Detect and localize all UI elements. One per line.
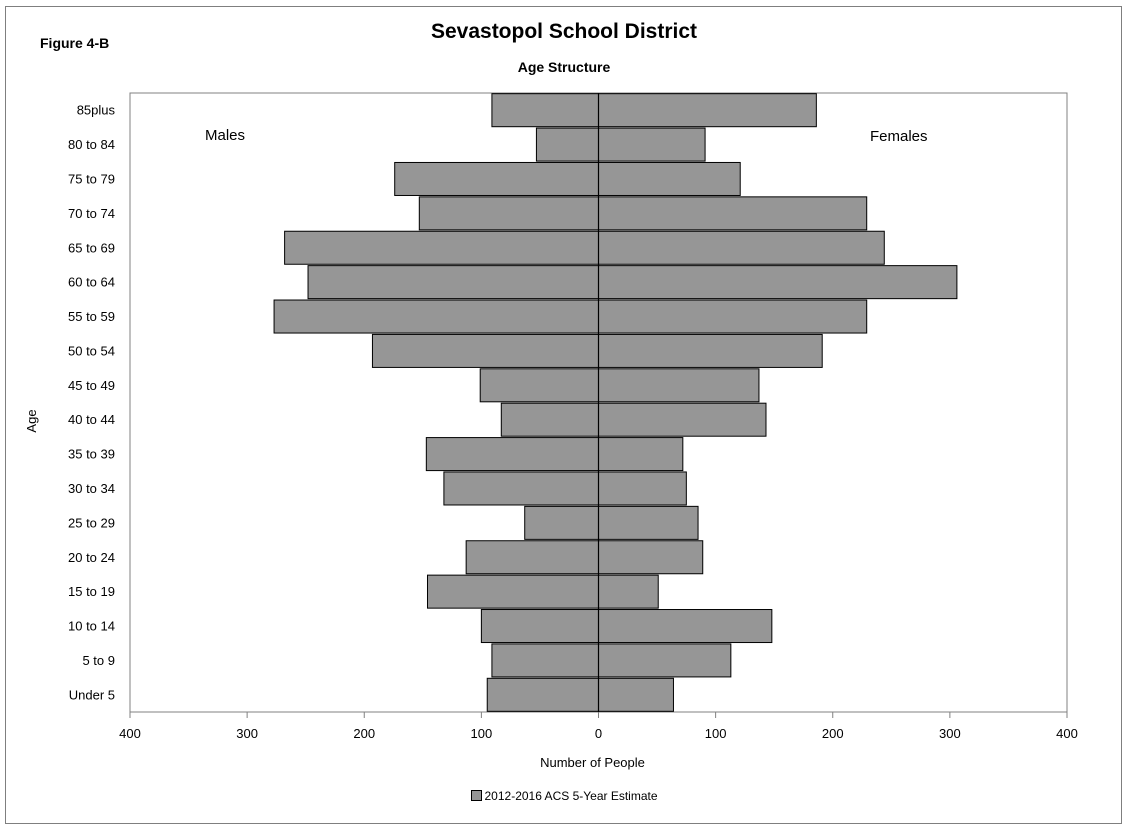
bar-females	[598, 471, 687, 506]
x-tick-label: 200	[822, 726, 844, 741]
y-tick-label: 25 to 29	[68, 515, 115, 530]
x-tick-label: 100	[705, 726, 727, 741]
bar-females	[598, 230, 885, 265]
y-tick-label: 50 to 54	[68, 343, 115, 358]
legend-label: 2012-2016 ACS 5-Year Estimate	[484, 789, 658, 803]
y-tick-label: 80 to 84	[68, 137, 115, 152]
chart-subtitle: Age Structure	[517, 59, 611, 75]
bar-females	[598, 265, 958, 300]
chart-frame	[5, 6, 1122, 824]
bar-females	[598, 333, 823, 368]
bar-males	[535, 127, 600, 162]
y-tick-label: 5 to 9	[82, 653, 115, 668]
bar-males	[491, 93, 600, 128]
bar-males	[491, 643, 600, 678]
bar-females	[598, 609, 773, 644]
bar-females	[598, 402, 767, 437]
y-tick-label: 15 to 19	[68, 584, 115, 599]
y-tick-label: 45 to 49	[68, 378, 115, 393]
y-tick-label: 60 to 64	[68, 275, 115, 290]
bar-females	[598, 505, 699, 540]
y-tick-label: 20 to 24	[68, 550, 115, 565]
bar-females	[598, 677, 674, 712]
bar-males	[371, 333, 600, 368]
bar-males	[394, 161, 600, 196]
bar-males	[284, 230, 599, 265]
y-tick-label: 30 to 34	[68, 481, 115, 496]
bar-females	[598, 93, 817, 128]
x-tick-label: 100	[471, 726, 493, 741]
y-tick-label: 70 to 74	[68, 206, 115, 221]
legend: 2012-2016 ACS 5-Year Estimate	[0, 789, 1128, 803]
bar-females	[598, 196, 868, 231]
bar-males	[480, 609, 599, 644]
bar-males	[465, 540, 599, 575]
y-tick-label: 40 to 44	[68, 412, 115, 427]
bar-males	[425, 437, 600, 472]
chart-title: Sevastopol School District	[430, 20, 698, 43]
x-tick-label: 400	[1056, 726, 1078, 741]
y-tick-label: 85plus	[77, 103, 116, 118]
bar-males	[307, 265, 599, 300]
bar-males	[443, 471, 599, 506]
x-tick-label: 200	[353, 726, 375, 741]
bar-males	[524, 505, 599, 540]
y-axis-label: Age	[24, 409, 39, 432]
bar-males	[500, 402, 600, 437]
bar-males	[479, 368, 599, 403]
bar-females	[598, 437, 684, 472]
bar-females	[598, 368, 760, 403]
figure-label: Figure 4-B	[40, 35, 110, 51]
y-tick-label: 65 to 69	[68, 240, 115, 255]
bar-males	[273, 299, 599, 334]
legend-swatch	[470, 790, 482, 801]
x-tick-label: 400	[119, 726, 141, 741]
y-tick-label: 75 to 79	[68, 171, 115, 186]
x-tick-label: 0	[595, 726, 602, 741]
bar-females	[598, 643, 732, 678]
bar-females	[598, 127, 706, 162]
bar-females	[598, 574, 659, 609]
bar-males	[486, 677, 600, 712]
y-tick-label: 55 to 59	[68, 309, 115, 324]
annotation-males: Males	[205, 127, 245, 144]
bar-females	[598, 540, 704, 575]
x-tick-label: 300	[939, 726, 961, 741]
annotation-females: Females	[870, 128, 928, 145]
bar-females	[598, 299, 868, 334]
y-tick-label: Under 5	[69, 687, 115, 702]
y-tick-label: 10 to 14	[68, 619, 115, 634]
y-tick-label: 35 to 39	[68, 447, 115, 462]
bar-males	[418, 196, 599, 231]
x-tick-label: 300	[236, 726, 258, 741]
x-axis-label: Number of People	[540, 755, 645, 770]
bar-females	[598, 161, 741, 196]
bar-males	[426, 574, 599, 609]
